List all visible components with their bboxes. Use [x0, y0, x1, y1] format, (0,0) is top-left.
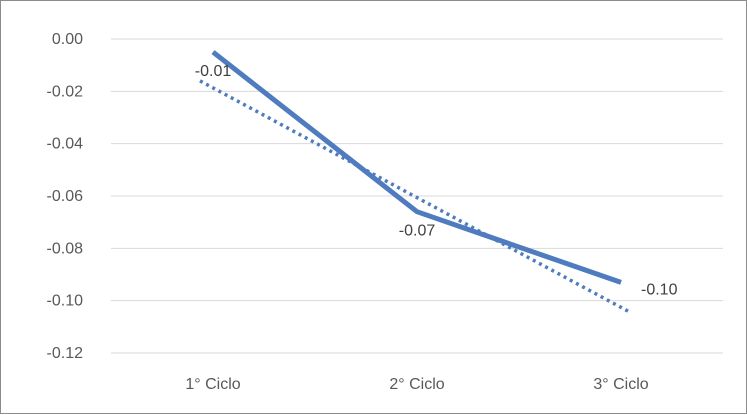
y-tick-label: -0.02 — [47, 83, 84, 100]
data-label: -0.07 — [399, 223, 436, 240]
x-tick-label: 3° Ciclo — [593, 376, 648, 393]
y-tick-label: -0.06 — [47, 188, 84, 205]
x-tick-label: 2° Ciclo — [389, 376, 444, 393]
y-tick-label: -0.08 — [47, 240, 84, 257]
y-tick-label: -0.10 — [47, 293, 84, 310]
y-tick-label: 0.00 — [52, 31, 83, 48]
y-tick-label: -0.12 — [47, 345, 84, 362]
x-tick-label: 1° Ciclo — [185, 376, 240, 393]
y-tick-label: -0.04 — [47, 136, 84, 153]
series-line — [211, 50, 622, 285]
data-label: -0.01 — [195, 63, 232, 80]
data-label: -0.10 — [641, 281, 678, 298]
